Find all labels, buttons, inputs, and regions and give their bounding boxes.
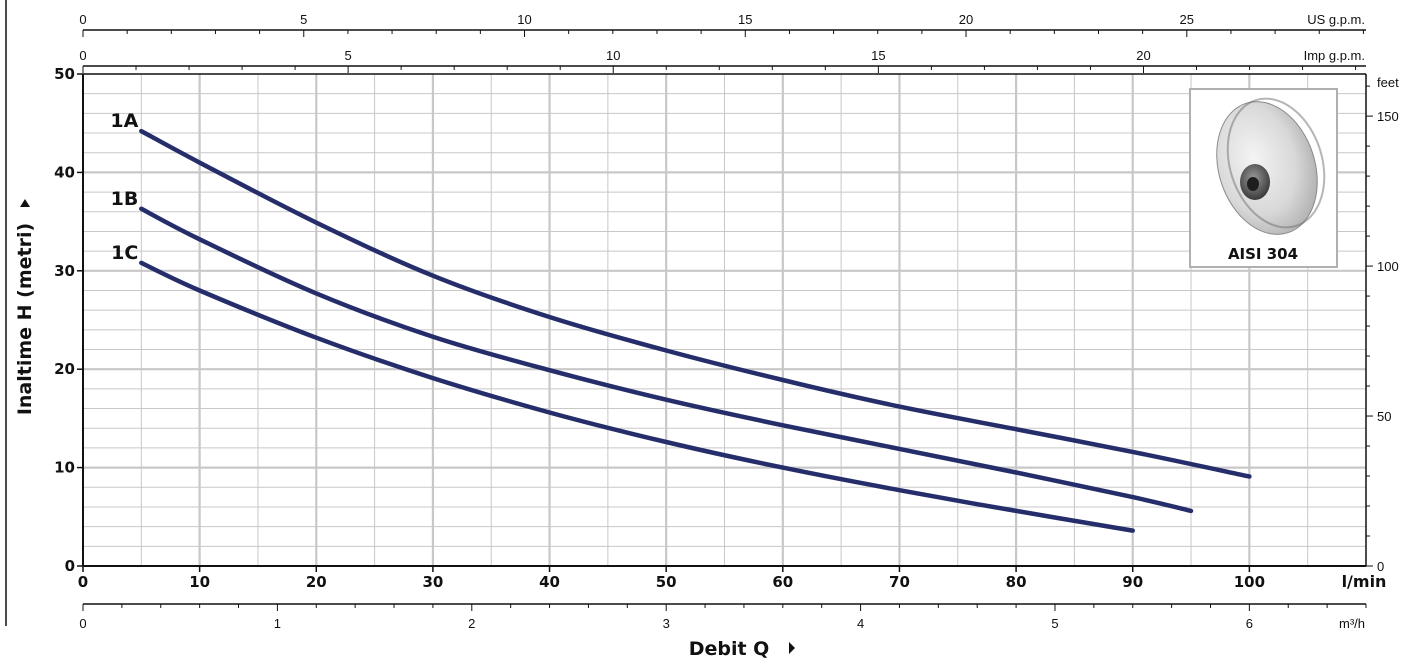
impeller-image [1216,97,1326,235]
imp_gpm-tick-label: 0 [79,48,86,63]
y-axis-title: Inaltime H (metri) [14,223,36,415]
series-label-1c: 1C [111,242,138,264]
imp_gpm-tick-label: 10 [606,48,620,63]
m3h-tick-label: 0 [79,616,86,631]
bottom-scale: 0 1 2 3 4 5 6 m³/h [79,603,1367,631]
us_gpm-unit-label: US g.p.m. [1307,12,1365,27]
x-tick-label: 50 [656,573,677,591]
x-tick-label: 10 [189,573,210,591]
series-line-1b [139,206,1194,514]
x-tick-label: 70 [889,573,910,591]
feet-tick-label: 0 [1377,559,1384,574]
us_gpm-tick-label: 0 [79,12,86,27]
x-tick-label: 100 [1234,573,1265,591]
x-axis-arrow-icon [789,642,795,654]
series-line-1c [139,260,1135,533]
x-tick-label: 30 [422,573,443,591]
m3h-tick-label: 3 [663,616,670,631]
feet-tick-label: 50 [1377,409,1391,424]
x-tick-label: 60 [772,573,793,591]
x-tick-label: 80 [1006,573,1027,591]
series-label-1b: 1B [111,188,139,210]
y-axis-title-group: Inaltime H (metri) [14,199,36,415]
y-tick-label: 0 [65,557,75,575]
y-tick-label: 50 [54,65,75,83]
inset-label: AISI 304 [1228,245,1298,263]
series-label-1a: 1A [110,110,138,132]
us_gpm-tick-label: 5 [300,12,307,27]
imp_gpm-tick-label: 20 [1136,48,1150,63]
us_gpm-tick-label: 10 [517,12,531,27]
y-tick-label: 10 [54,459,75,477]
x-unit-label: l/min [1342,572,1387,591]
imp_gpm-tick-label: 5 [345,48,352,63]
series-line-1a [139,128,1252,479]
m3h-tick-label: 2 [468,616,475,631]
feet-tick-label: 100 [1377,259,1399,274]
feet-unit-label: feet [1377,75,1399,90]
right-scale: 0 50 100 150 feet [1366,75,1399,574]
x-tick-label: 0 [78,573,88,591]
x-tick-label: 40 [539,573,560,591]
us_gpm-tick-label: 20 [959,12,973,27]
y-tick-label: 20 [54,360,75,378]
y-axis-arrow-icon [20,199,30,207]
m3h-tick-label: 5 [1051,616,1058,631]
imp_gpm-tick-label: 15 [871,48,885,63]
feet-tick-label: 150 [1377,109,1399,124]
m3h-tick-label: 1 [274,616,281,631]
m3h-tick-label: 6 [1246,616,1253,631]
top-scales: 0 5 10 15 20 25 US g.p.m. 0 5 10 15 20 Imp g.p.m. [79,12,1366,73]
x-axis-title: Debit Q [689,638,770,660]
y-tick-label: 30 [54,262,75,280]
series: 1A 1B 1C [110,110,1252,533]
x-tick-label: 90 [1122,573,1143,591]
impeller-inset: AISI 304 [1189,88,1338,268]
us_gpm-tick-label: 15 [738,12,752,27]
imp_gpm-unit-label: Imp g.p.m. [1304,48,1365,63]
m3h-tick-label: 4 [857,616,864,631]
us_gpm-tick-label: 25 [1180,12,1194,27]
y-tick-label: 40 [54,163,75,181]
m3h-unit-label: m³/h [1339,616,1365,631]
x-tick-label: 20 [306,573,327,591]
grid [83,74,1366,566]
